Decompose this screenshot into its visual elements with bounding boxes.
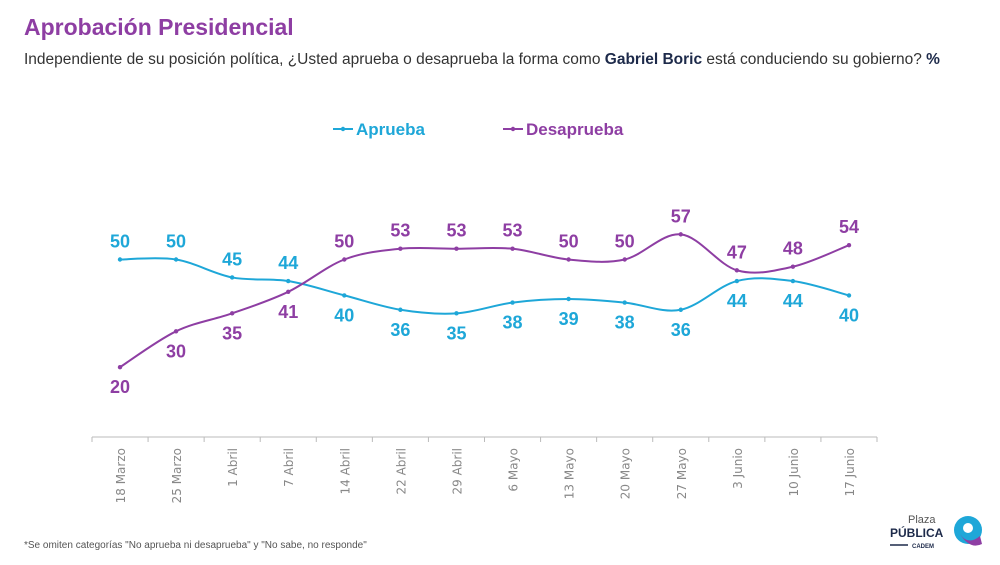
legend-item: Desaprueba [526,120,624,139]
data-point [510,246,515,251]
data-label: 50 [559,232,579,252]
data-label: 36 [390,320,410,340]
x-tick-label: 3 Junio [731,448,745,489]
data-label: 45 [222,249,242,269]
data-point [846,293,852,298]
data-label: 41 [278,302,298,322]
data-point [734,278,740,284]
data-point [342,257,347,262]
data-label: 53 [390,221,410,241]
data-label: 53 [503,221,523,241]
data-point [566,296,571,302]
x-tick-label: 20 Mayo [619,448,633,499]
data-point [398,246,403,251]
data-label: 53 [446,221,466,241]
data-label: 50 [110,232,130,252]
data-point [566,257,571,262]
legend-item: Aprueba [356,120,426,139]
logo-line2: PÚBLICA [890,525,944,540]
subtitle-text: Independiente de su posición política, ¿… [24,51,605,68]
data-label: 50 [615,232,635,252]
data-point [454,246,459,251]
data-label: 44 [278,253,298,273]
subtitle: Independiente de su posición política, ¿… [24,50,954,70]
legend-marker-icon [510,126,516,132]
legend-marker-icon [340,126,346,132]
series-desaprueba: 20 30 35 41 50 53 53 53 50 50 57 47 48 54 [110,206,859,397]
data-point [229,275,235,280]
data-point [790,264,796,269]
data-point [398,307,403,312]
logo-line3: CADEM [912,544,934,550]
x-tick-label: 14 Abril [338,448,352,495]
footnote: *Se omiten categorías "No aprueba ni des… [24,540,367,551]
data-point [173,257,179,262]
x-tick-label: 22 Abril [394,448,408,495]
subtitle-unit: % [926,51,940,68]
series-line [119,257,850,315]
data-label: 20 [110,377,130,397]
data-label: 44 [727,291,747,311]
x-tick-label: 6 Mayo [507,448,521,492]
x-tick-label: 18 Marzo [114,448,128,503]
data-label: 47 [727,242,747,262]
data-point [678,307,683,312]
data-point [342,293,347,298]
series-aprueba: 50 50 45 44 40 36 35 38 39 38 36 44 44 40 [110,232,859,344]
data-label: 38 [503,313,523,333]
data-point [622,300,627,305]
data-label: 44 [783,291,803,311]
data-label: 35 [222,323,242,343]
data-label: 40 [839,305,859,325]
x-tick-label: 7 Abril [282,448,296,487]
data-point [117,257,123,262]
data-label: 40 [334,305,354,325]
subtitle-name: Gabriel Boric [604,51,703,68]
data-label: 30 [166,341,186,361]
data-point [790,278,796,284]
data-label: 50 [166,232,186,252]
data-point [846,242,852,248]
data-point [510,300,515,305]
data-point [117,365,123,370]
data-point [734,268,740,273]
data-point [286,278,291,284]
subtitle-text-end: está conduciendo su gobierno? [702,51,927,68]
x-tick-label: 10 Junio [787,448,801,497]
x-tick-label: 13 Mayo [563,448,577,499]
data-label: 48 [783,239,803,259]
plaza-publica-logo: Plaza PÚBLICA CADEM [890,514,982,550]
data-point [622,257,627,262]
data-point [454,311,459,316]
x-tick-label: 17 Junio [843,448,857,497]
data-point [173,329,179,334]
data-label: 38 [615,313,635,333]
data-label: 39 [559,309,579,329]
data-label: 54 [839,217,859,237]
logo-line1: Plaza [908,514,936,526]
x-tick-label: 25 Marzo [170,448,184,503]
x-tick-label: 27 Mayo [675,448,689,499]
x-tick-label: 1 Abril [226,448,240,487]
data-label: 57 [671,206,691,226]
data-label: 36 [671,320,691,340]
data-point [229,311,235,316]
x-tick-label: 29 Abril [450,448,464,495]
page-title: Aprobación Presidencial [24,14,294,40]
data-label: 50 [334,232,354,252]
data-point [286,289,291,295]
series-line [119,233,850,369]
data-label: 35 [446,323,466,343]
data-point [678,232,683,237]
